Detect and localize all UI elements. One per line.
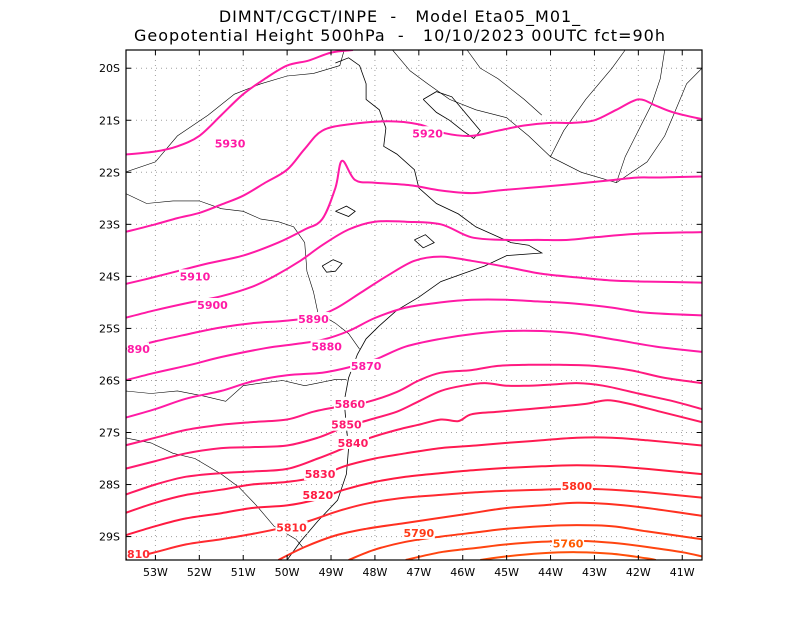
map-title-line1: DIMNT/CGCT/INPE - Model Eta05_M01_ bbox=[218, 7, 582, 26]
state-border bbox=[392, 50, 702, 184]
state-border bbox=[466, 50, 542, 116]
contour-label-5890: 5890 bbox=[298, 313, 329, 326]
lat-tick-label: 28S bbox=[99, 479, 120, 492]
contour-label-bg bbox=[333, 396, 366, 410]
axes: 53W 52W 51W 50W 49W 48W 47W 46W 45W 44W 43W 42W 41W 2… bbox=[99, 50, 702, 579]
lon-tick-label: 43W bbox=[582, 566, 607, 579]
contour-label-bg bbox=[214, 136, 247, 150]
contour-5910 bbox=[126, 159, 702, 285]
edge-contour-label-5810: 810 bbox=[127, 548, 150, 561]
lat-tick-label: 24S bbox=[99, 270, 120, 283]
contour-label-bg bbox=[297, 312, 330, 326]
lon-tick-label: 52W bbox=[187, 566, 212, 579]
lon-tick-label: 44W bbox=[538, 566, 563, 579]
reservoir bbox=[422, 91, 481, 140]
contour-label-bg bbox=[178, 269, 211, 283]
contour-label-5760: 5760 bbox=[553, 537, 584, 550]
lat-tick-label: 27S bbox=[99, 427, 120, 440]
lat-tick-label: 20S bbox=[99, 62, 120, 75]
lat-tick-label: 26S bbox=[99, 374, 120, 387]
lat-tick-label: 23S bbox=[99, 218, 120, 231]
contour-label-5870: 5870 bbox=[351, 360, 382, 373]
contour-label-bg bbox=[301, 487, 334, 501]
contour-5920 bbox=[126, 98, 702, 233]
contour-label-bg bbox=[304, 467, 337, 481]
contour-5840 bbox=[126, 399, 702, 496]
contour-label-5810: 5810 bbox=[276, 522, 307, 535]
contour-label-bg bbox=[560, 479, 593, 493]
lon-tick-label: 49W bbox=[319, 566, 344, 579]
contour-label-bg bbox=[310, 339, 343, 353]
lon-tick-label: 48W bbox=[362, 566, 387, 579]
state-border bbox=[550, 50, 626, 157]
contour-label-5800: 5800 bbox=[562, 480, 593, 493]
contour-5850 bbox=[126, 382, 702, 470]
contour-label-bg bbox=[330, 417, 363, 431]
lat-tick-label: 25S bbox=[99, 322, 120, 335]
lat-tick-label: 29S bbox=[99, 531, 120, 544]
contour-5860 bbox=[126, 363, 702, 447]
contour-label-5850: 5850 bbox=[331, 419, 362, 432]
contour-5830 bbox=[126, 436, 702, 514]
lon-tick-label: 50W bbox=[275, 566, 300, 579]
coastline bbox=[286, 57, 544, 560]
contour-5820 bbox=[126, 464, 702, 537]
contour-label-5820: 5820 bbox=[303, 489, 334, 502]
contour-label-bg bbox=[350, 358, 383, 372]
contour-label-5930: 5930 bbox=[215, 138, 246, 151]
reservoir bbox=[321, 259, 343, 273]
contour-label-bg bbox=[336, 435, 369, 449]
contour-5880 bbox=[126, 298, 702, 382]
lon-tick-label: 46W bbox=[450, 566, 475, 579]
contour-label-5920: 5920 bbox=[412, 127, 443, 140]
lon-tick-label: 51W bbox=[231, 566, 256, 579]
contour-5870 bbox=[126, 329, 702, 419]
contour-5800 bbox=[277, 501, 702, 560]
edge-contour-label-5890: 890 bbox=[127, 343, 150, 356]
contour-label-5790: 5790 bbox=[404, 527, 435, 540]
map-title-line2: Geopotential Height 500hPa - 10/10/2023 … bbox=[134, 26, 666, 45]
lat-tick-label: 22S bbox=[99, 166, 120, 179]
state-border bbox=[616, 50, 665, 183]
contour-label-bg bbox=[196, 298, 229, 311]
lon-tick-label: 41W bbox=[670, 566, 695, 579]
contour-label-5830: 5830 bbox=[305, 468, 336, 481]
contour-label-bg bbox=[275, 520, 308, 534]
contour-label-bg bbox=[127, 342, 149, 356]
lon-tick-label: 47W bbox=[406, 566, 431, 579]
contour-label-5880: 5880 bbox=[311, 341, 342, 354]
contour-5900 bbox=[126, 220, 702, 319]
contour-label-5840: 5840 bbox=[338, 437, 369, 450]
contour-label-5900: 5900 bbox=[197, 299, 228, 312]
contour-5930 bbox=[126, 50, 354, 156]
state-border bbox=[126, 379, 347, 402]
contour-labels: 5930 5920 5910 5900 5890 5880 5870 5860 5850 5840… bbox=[127, 126, 593, 561]
contour-5810 bbox=[126, 487, 702, 560]
reservoir bbox=[414, 234, 435, 249]
plot-frame bbox=[125, 49, 703, 561]
lon-tick-label: 53W bbox=[143, 566, 168, 579]
contour-5790 bbox=[348, 524, 702, 560]
lat-tick-label: 21S bbox=[99, 114, 120, 127]
contour-label-bg bbox=[411, 126, 444, 140]
contour-label-bg bbox=[402, 525, 435, 539]
contour-label-5860: 5860 bbox=[335, 398, 366, 411]
lon-tick-label: 42W bbox=[626, 566, 651, 579]
contour-label-bg bbox=[552, 536, 585, 550]
reservoir bbox=[335, 205, 356, 217]
contour-5890 bbox=[126, 255, 702, 350]
contour-label-5910: 5910 bbox=[180, 270, 211, 283]
contour-label-bg bbox=[127, 546, 149, 560]
lon-tick-label: 45W bbox=[494, 566, 519, 579]
